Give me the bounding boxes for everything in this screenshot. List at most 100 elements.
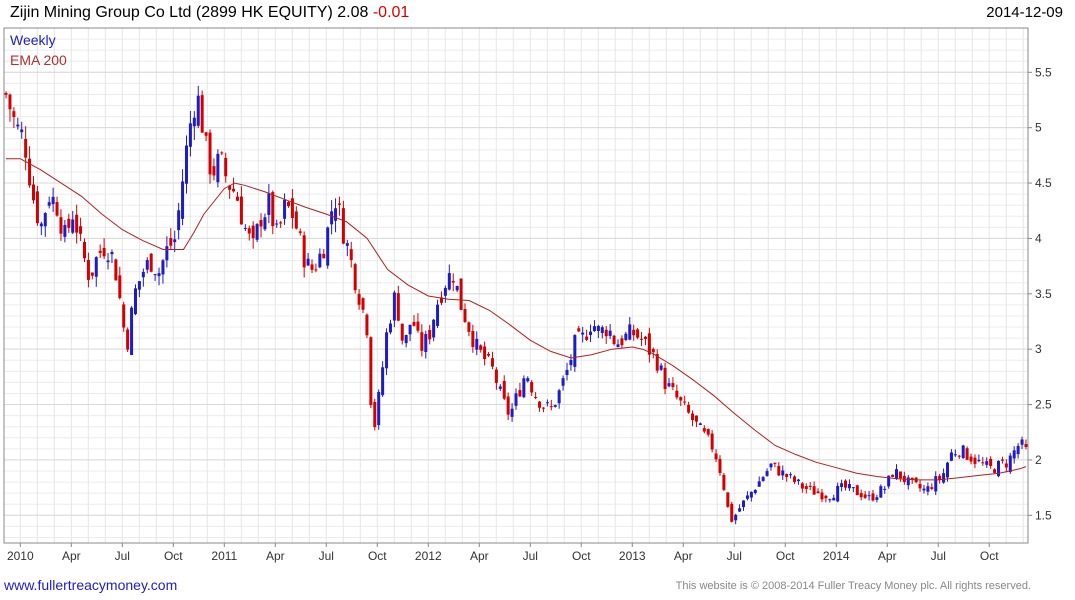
- candle-down: [322, 253, 326, 259]
- candle-down: [75, 214, 79, 233]
- candle-down: [55, 202, 59, 216]
- candle-down: [294, 211, 298, 229]
- candle-down: [361, 298, 365, 310]
- candle-up: [922, 488, 926, 491]
- candle-up: [789, 474, 793, 476]
- candle-up: [283, 199, 287, 219]
- candle-down: [710, 433, 714, 450]
- candle-up: [628, 324, 632, 340]
- candle-up: [184, 145, 188, 184]
- candle-up: [424, 334, 428, 353]
- candle-down: [691, 413, 695, 421]
- candle-down: [114, 259, 118, 281]
- candle-up: [522, 378, 526, 398]
- candle-down: [290, 198, 294, 218]
- candle-up: [381, 367, 385, 396]
- candle-up: [141, 272, 145, 278]
- candle-down: [122, 304, 126, 328]
- x-tick-label: 2013: [619, 549, 646, 563]
- candle-down: [612, 335, 616, 345]
- candle-down: [396, 293, 400, 321]
- candle-down: [169, 238, 173, 246]
- security-name: Zijin Mining Group Co Ltd (2899 HK EQUIT…: [10, 4, 333, 21]
- candle-up: [432, 319, 436, 338]
- candle-down: [251, 225, 255, 239]
- candle-up: [879, 486, 883, 498]
- candle-up: [1012, 450, 1016, 459]
- candle-up: [761, 477, 765, 481]
- candle-down: [400, 323, 404, 341]
- x-tick-label: 2012: [415, 549, 442, 563]
- candle-up: [385, 332, 389, 369]
- x-tick-label: Jul: [319, 549, 334, 563]
- candle-down: [259, 220, 263, 227]
- candle-down: [549, 406, 553, 408]
- candle-up: [188, 123, 192, 147]
- y-tick-label: 3: [1035, 342, 1042, 356]
- candle-down: [863, 494, 867, 498]
- candle-up: [600, 327, 604, 334]
- candle-up: [895, 469, 899, 480]
- candle-up: [1020, 439, 1024, 445]
- footer-website-link[interactable]: www.fullertreacymoney.com: [4, 577, 178, 593]
- candle-up: [757, 481, 761, 487]
- candle-up: [906, 477, 910, 486]
- candle-up: [498, 386, 502, 389]
- y-tick-label: 2.5: [1035, 398, 1052, 412]
- candle-up: [765, 471, 769, 476]
- candle-down: [804, 486, 808, 489]
- candle-up: [436, 304, 440, 326]
- candle-up: [110, 252, 114, 255]
- candle-up: [216, 153, 220, 183]
- candle-down: [4, 93, 8, 95]
- candle-down: [212, 166, 216, 176]
- x-tick-label: Jul: [523, 549, 538, 563]
- candle-up: [934, 476, 938, 492]
- candle-up: [608, 330, 612, 336]
- candle-up: [345, 243, 349, 246]
- candle-down: [235, 196, 239, 201]
- x-tick-label: Apr: [878, 549, 897, 563]
- candle-up: [1008, 455, 1012, 472]
- candle-down: [965, 448, 969, 460]
- candle-down: [938, 475, 942, 480]
- candle-down: [898, 471, 902, 479]
- candle-down: [702, 428, 706, 432]
- candle-up: [589, 331, 593, 336]
- candle-down: [1000, 459, 1004, 461]
- candle-down: [651, 349, 655, 353]
- x-tick-label: Apr: [62, 549, 81, 563]
- price-change: -0.01: [372, 4, 410, 21]
- candle-down: [538, 401, 542, 408]
- x-tick-label: Jul: [931, 549, 946, 563]
- x-tick-label: 2010: [7, 549, 34, 563]
- candle-down: [855, 485, 859, 496]
- candle-down: [428, 329, 432, 340]
- candle-down: [541, 407, 545, 409]
- candle-up: [953, 454, 957, 456]
- candle-down: [993, 469, 997, 473]
- candle-up: [581, 332, 585, 335]
- candle-up: [377, 391, 381, 426]
- candle-up: [836, 485, 840, 502]
- candle-up: [851, 487, 855, 489]
- candle-up: [447, 273, 451, 290]
- candle-down: [1024, 444, 1028, 448]
- candle-up: [742, 500, 746, 508]
- y-tick-label: 1.5: [1035, 508, 1052, 522]
- candle-up: [443, 287, 447, 296]
- candle-up: [43, 213, 47, 227]
- candle-up: [196, 95, 200, 126]
- candle-down: [687, 404, 691, 413]
- y-axis: 1.5 2 2.5 3 3.5 4 4.5 5 5.5: [1028, 65, 1052, 522]
- y-tick-label: 3.5: [1035, 287, 1052, 301]
- candle-down: [506, 396, 510, 415]
- candle-down: [718, 458, 722, 473]
- candle-down: [412, 321, 416, 326]
- candle-up: [749, 491, 753, 498]
- x-tick-label: 2014: [823, 549, 850, 563]
- candle-down: [31, 184, 35, 201]
- candle-up: [946, 462, 950, 478]
- candle-down: [930, 487, 934, 489]
